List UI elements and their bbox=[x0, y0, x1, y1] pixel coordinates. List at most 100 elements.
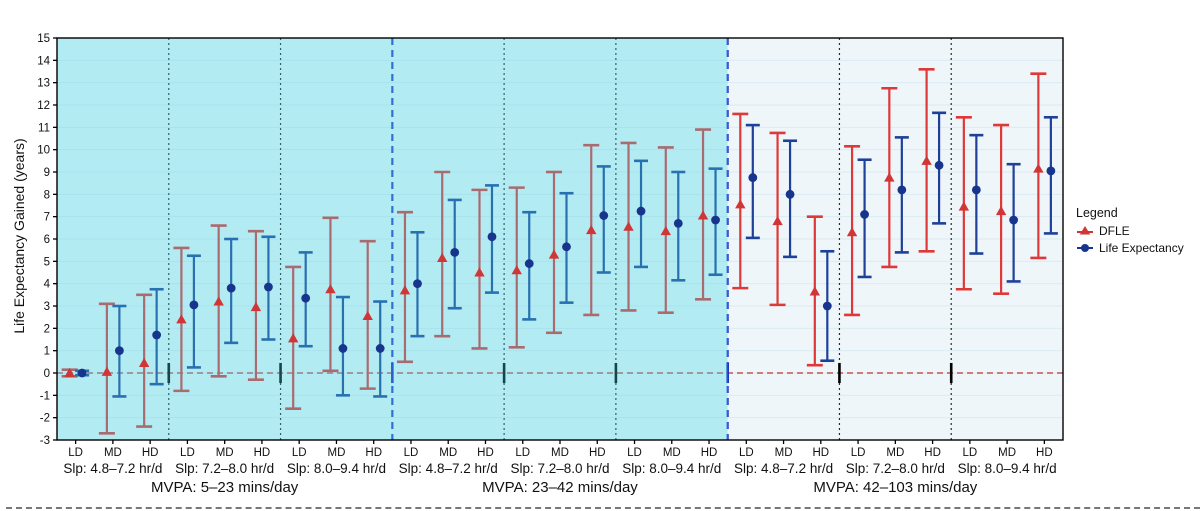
life-expectancy-marker bbox=[226, 283, 236, 293]
svg-text:12: 12 bbox=[37, 100, 50, 112]
shaded-region bbox=[57, 38, 728, 440]
life-expectancy-marker bbox=[338, 344, 348, 353]
dfle-marker bbox=[101, 366, 113, 376]
sleep-group-label: Slp: 8.0–9.4 hr/d bbox=[287, 461, 386, 476]
dfle-marker bbox=[362, 310, 373, 321]
life-expectancy-marker bbox=[599, 211, 609, 220]
bottom-dashed-divider bbox=[6, 507, 1200, 509]
dfle-marker bbox=[958, 201, 970, 211]
life-expectancy-marker bbox=[562, 242, 571, 252]
svg-text:13: 13 bbox=[37, 78, 50, 90]
life-expectancy-marker bbox=[524, 259, 534, 268]
dfle-marker bbox=[474, 267, 485, 277]
life-expectancy-marker bbox=[934, 160, 944, 170]
life-expectancy-marker bbox=[77, 368, 87, 378]
dose-tick-label: HD bbox=[924, 447, 941, 459]
dfle-marker bbox=[64, 367, 75, 377]
mvpa-panel-label: MVPA: 5–23 mins/day bbox=[151, 479, 299, 496]
life-expectancy-marker bbox=[822, 301, 832, 311]
legend-entry-label: DFLE bbox=[1099, 224, 1130, 238]
dose-tick-label: LD bbox=[68, 447, 83, 459]
mvpa-panel-label: MVPA: 23–42 mins/day bbox=[482, 479, 638, 496]
life-expectancy-legend-marker-icon bbox=[1077, 244, 1093, 252]
life-expectancy-marker bbox=[189, 300, 199, 310]
dfle-marker bbox=[846, 227, 858, 237]
x-axis: LD MD HD Slp: 4.8–7.2 hr/d LD MD HD Slp: 7.2–8.… bbox=[63, 440, 1057, 496]
dose-tick-label: HD bbox=[254, 447, 271, 459]
svg-text:7: 7 bbox=[44, 212, 50, 224]
dfle-marker bbox=[772, 215, 783, 226]
y-axis-title: Life Expectancy Gained (years) bbox=[11, 138, 27, 334]
life-expectancy-marker bbox=[450, 248, 460, 257]
life-expectancy-marker bbox=[1009, 215, 1019, 225]
svg-text:11: 11 bbox=[38, 122, 50, 134]
dose-tick-label: LD bbox=[963, 447, 978, 459]
life-expectancy-marker bbox=[152, 330, 162, 340]
svg-text:6: 6 bbox=[44, 234, 50, 246]
dose-tick-label: MD bbox=[439, 447, 457, 459]
dose-tick-label: HD bbox=[365, 447, 382, 459]
sleep-group-label: Slp: 4.8–7.2 hr/d bbox=[63, 461, 162, 476]
legend-entry-dfle: DFLE bbox=[1076, 224, 1184, 238]
life-expectancy-marker bbox=[264, 282, 273, 292]
svg-text:9: 9 bbox=[44, 167, 50, 179]
dfle-marker bbox=[548, 249, 560, 259]
life-expectancy-marker bbox=[375, 344, 385, 353]
dose-tick-label: HD bbox=[589, 447, 606, 459]
life-expectancy-marker bbox=[860, 210, 869, 219]
life-expectancy-marker bbox=[785, 189, 795, 199]
markers bbox=[64, 155, 1056, 378]
svg-text:10: 10 bbox=[37, 145, 50, 157]
life-expectancy-marker bbox=[114, 346, 124, 356]
panel-dividers bbox=[167, 38, 953, 440]
dfle-marker bbox=[176, 314, 187, 324]
svg-text:1: 1 bbox=[44, 346, 50, 358]
life-expectancy-marker bbox=[413, 279, 422, 289]
dfle-marker bbox=[697, 210, 709, 220]
dfle-marker bbox=[660, 225, 671, 236]
life-expectancy-marker bbox=[673, 218, 683, 228]
error-bar bbox=[783, 139, 798, 259]
svg-text:0: 0 bbox=[44, 368, 50, 380]
legend: Legend DFLE Life Expectancy bbox=[1076, 206, 1184, 255]
life-expectancy-marker bbox=[748, 173, 758, 182]
dose-tick-label: MD bbox=[104, 447, 122, 459]
dose-tick-label: LD bbox=[404, 447, 419, 459]
dfle-marker bbox=[138, 357, 150, 367]
legend-title: Legend bbox=[1076, 206, 1118, 220]
dose-tick-label: HD bbox=[477, 447, 494, 459]
svg-text:-2: -2 bbox=[40, 413, 50, 425]
life-expectancy-marker bbox=[636, 206, 646, 216]
error-bar bbox=[969, 133, 984, 255]
dose-tick-label: MD bbox=[327, 447, 345, 459]
dfle-legend-marker-icon bbox=[1077, 226, 1093, 235]
legend-entry-label: Life Expectancy bbox=[1099, 241, 1184, 255]
dose-tick-label: HD bbox=[142, 447, 159, 459]
life-expectancy-marker bbox=[711, 215, 720, 225]
dfle-marker bbox=[735, 199, 746, 209]
sleep-group-label: Slp: 4.8–7.2 hr/d bbox=[399, 461, 498, 476]
dose-tick-label: HD bbox=[813, 447, 830, 459]
svg-text:8: 8 bbox=[44, 189, 50, 201]
legend-entry-life-expectancy: Life Expectancy bbox=[1076, 241, 1184, 255]
life-expectancy-marker bbox=[971, 185, 981, 195]
dfle-marker bbox=[250, 301, 262, 312]
error-bar bbox=[1043, 115, 1058, 235]
dfle-marker bbox=[1033, 163, 1044, 173]
dfle-marker bbox=[921, 155, 932, 165]
svg-text:5: 5 bbox=[44, 256, 50, 268]
dose-tick-label: MD bbox=[886, 447, 904, 459]
dose-tick-label: HD bbox=[1036, 447, 1053, 459]
svg-text:2: 2 bbox=[44, 323, 50, 335]
life-expectancy-marker bbox=[301, 293, 311, 303]
dfle-marker bbox=[511, 265, 522, 275]
dose-tick-label: MD bbox=[775, 447, 793, 459]
dose-tick-label: MD bbox=[551, 447, 569, 459]
dfle-marker bbox=[287, 333, 299, 343]
svg-text:14: 14 bbox=[37, 55, 50, 67]
life-expectancy-marker bbox=[1046, 166, 1056, 176]
svg-text:-1: -1 bbox=[40, 390, 50, 402]
dose-tick-label: MD bbox=[663, 447, 681, 459]
